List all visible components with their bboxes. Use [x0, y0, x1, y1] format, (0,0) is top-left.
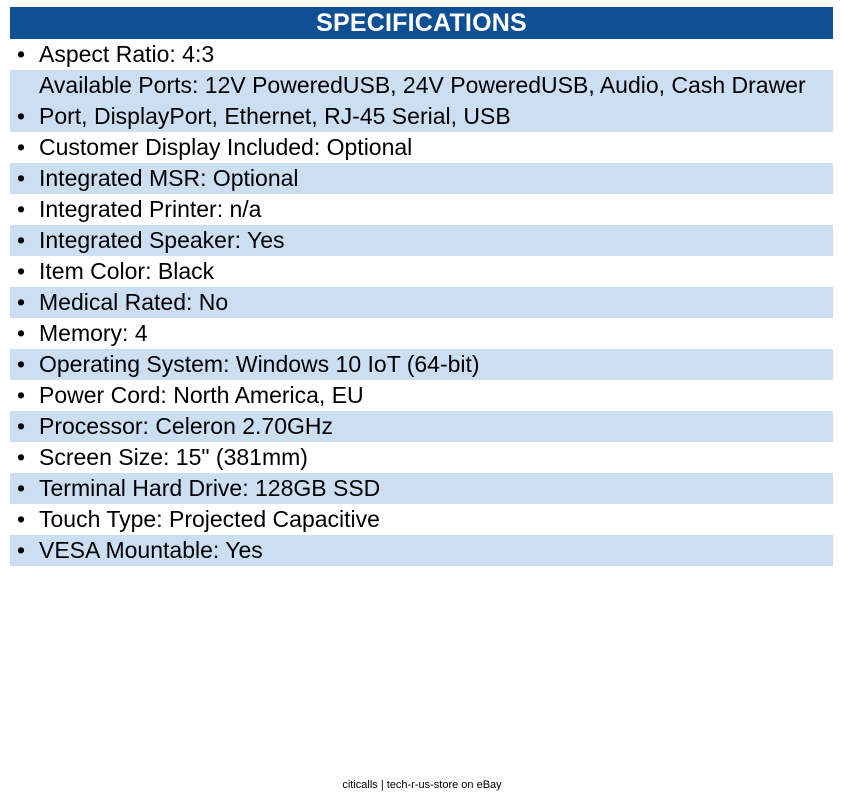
spec-power-cord: Power Cord: North America, EU: [39, 382, 364, 408]
spec-row: • VESA Mountable: Yes: [10, 535, 833, 566]
spec-memory: Memory: 4: [39, 320, 148, 346]
spec-medical-rated: Medical Rated: No: [39, 289, 229, 315]
bullet-icon: •: [17, 444, 26, 470]
bullet-icon: •: [17, 351, 26, 377]
spec-row: • Customer Display Included: Optional: [10, 132, 833, 163]
bullet-icon: •: [17, 103, 26, 129]
spec-operating-system: Operating System: Windows 10 IoT (64-bit…: [39, 351, 480, 377]
spec-integrated-printer: Integrated Printer: n/a: [39, 196, 262, 222]
bullet-icon: •: [17, 134, 26, 160]
bullet-icon: •: [17, 165, 26, 191]
spec-row: • Aspect Ratio: 4:3: [10, 39, 833, 70]
spec-row: • Item Color: Black: [10, 256, 833, 287]
bullet-icon: •: [17, 258, 26, 284]
spec-row: • Integrated Printer: n/a: [10, 194, 833, 225]
spec-row: • Integrated MSR: Optional: [10, 163, 833, 194]
bullet-icon: •: [17, 196, 26, 222]
spec-customer-display: Customer Display Included: Optional: [39, 134, 413, 160]
bullet-icon: •: [17, 413, 26, 439]
spec-row: • Power Cord: North America, EU: [10, 380, 833, 411]
bullet-icon: •: [17, 506, 26, 532]
spec-row: • Terminal Hard Drive: 128GB SSD: [10, 473, 833, 504]
spec-row: • Operating System: Windows 10 IoT (64-b…: [10, 349, 833, 380]
spec-hard-drive: Terminal Hard Drive: 128GB SSD: [39, 475, 381, 501]
spec-integrated-speaker: Integrated Speaker: Yes: [39, 227, 285, 253]
spec-row: • Medical Rated: No: [10, 287, 833, 318]
spec-integrated-msr: Integrated MSR: Optional: [39, 165, 299, 191]
bullet-icon: •: [17, 227, 26, 253]
spec-screen-size: Screen Size: 15" (381mm): [39, 444, 308, 470]
bullet-icon: •: [17, 289, 26, 315]
spec-row: • Screen Size: 15" (381mm): [10, 442, 833, 473]
specifications-list: • Aspect Ratio: 4:3 • Available Ports: 1…: [10, 39, 833, 566]
spec-row: • Memory: 4: [10, 318, 833, 349]
bullet-icon: •: [17, 537, 26, 563]
spec-processor: Processor: Celeron 2.70GHz: [39, 413, 334, 439]
spec-row: • Touch Type: Projected Capacitive: [10, 504, 833, 535]
bullet-icon: •: [17, 41, 26, 67]
spec-row: • Processor: Celeron 2.70GHz: [10, 411, 833, 442]
bullet-icon: •: [17, 320, 26, 346]
spec-touch-type: Touch Type: Projected Capacitive: [39, 506, 380, 532]
spec-vesa-mountable: VESA Mountable: Yes: [39, 537, 263, 563]
spec-item-color: Item Color: Black: [39, 258, 215, 284]
bullet-icon: •: [17, 382, 26, 408]
footer-credit: citicalls | tech-r-us-store on eBay: [342, 779, 502, 791]
spec-row: • Integrated Speaker: Yes: [10, 225, 833, 256]
spec-available-ports: Available Ports: 12V PoweredUSB, 24V Pow…: [39, 72, 806, 129]
specifications-header: SPECIFICATIONS: [10, 7, 833, 39]
spec-row: • Available Ports: 12V PoweredUSB, 24V P…: [10, 70, 833, 132]
spec-aspect-ratio: Aspect Ratio: 4:3: [39, 41, 215, 67]
bullet-icon: •: [17, 475, 26, 501]
